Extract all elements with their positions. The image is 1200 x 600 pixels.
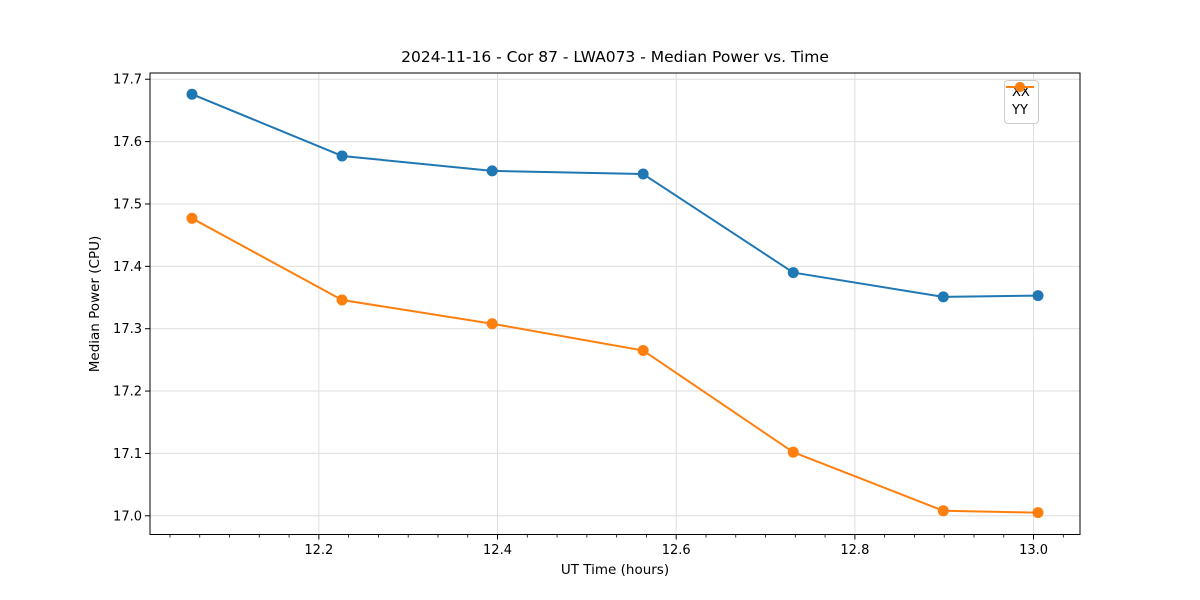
series-marker-YY <box>336 294 348 306</box>
series-marker-YY <box>937 505 949 517</box>
series-marker-XX <box>186 88 198 100</box>
x-tick-label: 12.6 <box>662 543 691 558</box>
x-tick-label: 12.2 <box>304 543 333 558</box>
series-marker-XX <box>637 168 649 180</box>
y-tick-label: 17.6 <box>113 135 142 150</box>
plot-area <box>150 73 1080 535</box>
y-tick-label: 17.1 <box>113 447 142 462</box>
series-marker-YY <box>787 446 799 458</box>
series-marker-YY <box>1032 507 1044 519</box>
legend-entry-YY: YY <box>1006 82 1034 119</box>
series-marker-XX <box>336 150 348 162</box>
y-tick-label: 17.5 <box>113 197 142 212</box>
axes-spines <box>149 72 1081 535</box>
y-axis-label: Median Power (CPU) <box>87 235 103 373</box>
x-tick-label: 12.8 <box>840 543 869 558</box>
y-tick-label: 17.3 <box>113 322 142 337</box>
series-marker-XX <box>787 267 799 279</box>
series-marker-YY <box>637 345 649 357</box>
series-marker-XX <box>486 165 498 177</box>
series-marker-YY <box>186 212 198 224</box>
legend: XX YY <box>1004 80 1039 124</box>
x-tick-label: 12.4 <box>483 543 512 558</box>
y-tick-label: 17.4 <box>113 260 142 275</box>
x-axis-label: UT Time (hours) <box>560 562 670 578</box>
series-marker-YY <box>486 318 498 330</box>
legend-label-YY: YY <box>1012 103 1028 118</box>
chart-title: 2024-11-16 - Cor 87 - LWA073 - Median Po… <box>401 48 829 66</box>
x-tick-label: 13.0 <box>1019 543 1048 558</box>
legend-line-marker-icon <box>1006 82 1034 92</box>
series-marker-XX <box>937 291 949 303</box>
y-tick-label: 17.0 <box>113 509 142 524</box>
y-tick-label: 17.2 <box>113 385 142 400</box>
y-tick-label: 17.7 <box>113 73 142 88</box>
series-marker-XX <box>1032 290 1044 302</box>
